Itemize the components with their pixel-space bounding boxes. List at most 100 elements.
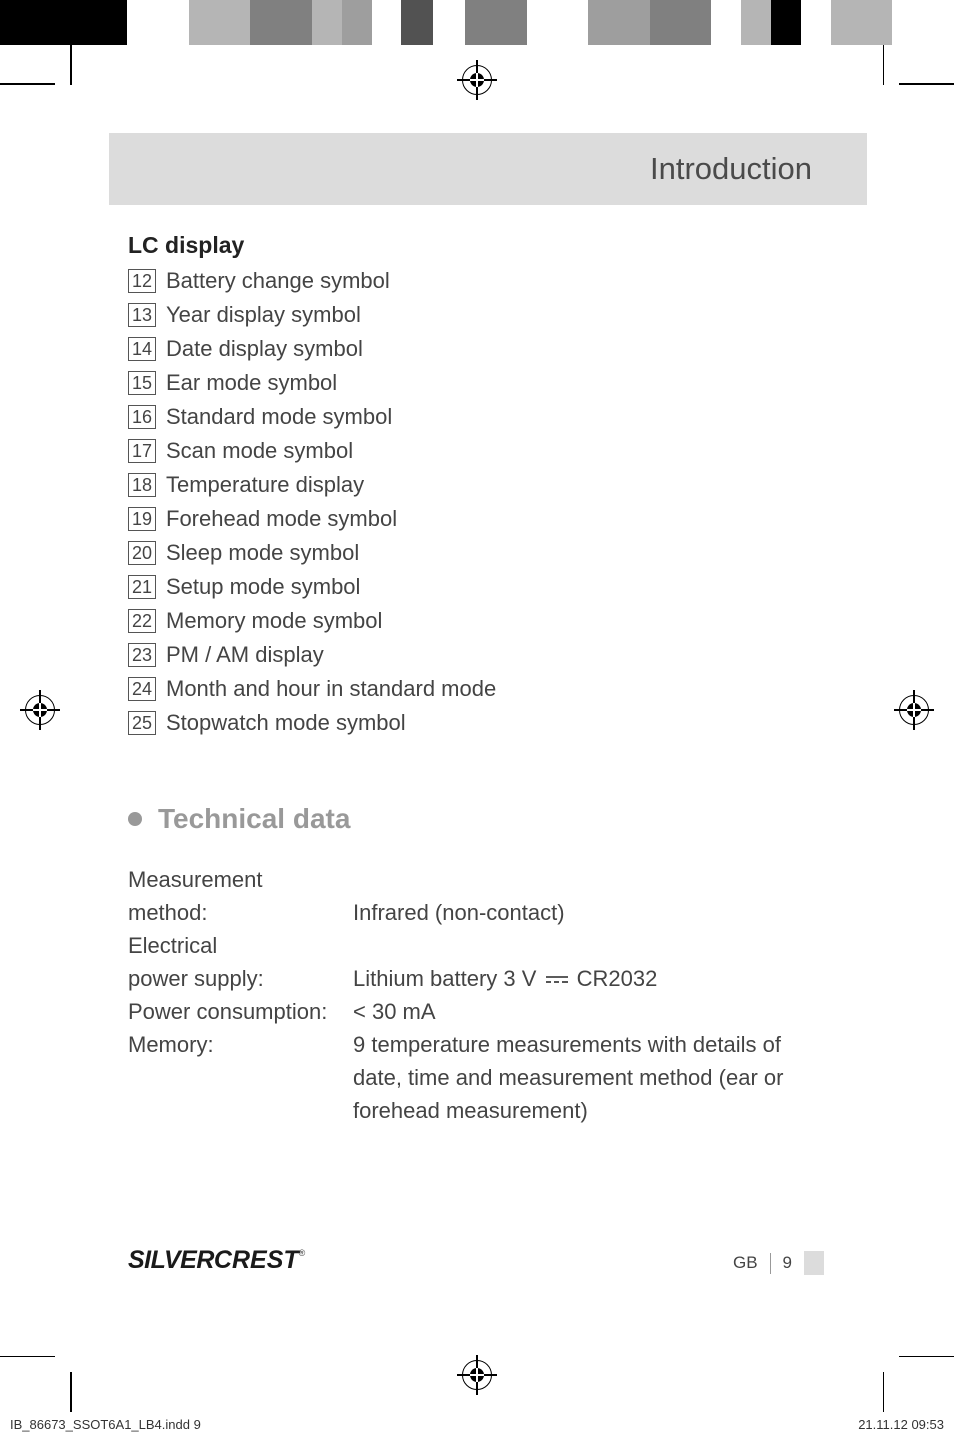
item-text: Sleep mode symbol (166, 540, 359, 566)
tech-value: < 30 mA (353, 995, 828, 1028)
page-title: Introduction (650, 151, 812, 187)
color-segment (372, 0, 402, 45)
tech-value (353, 929, 828, 962)
item-text: Stopwatch mode symbol (166, 710, 406, 736)
color-segment (0, 0, 64, 45)
color-segment (588, 0, 650, 45)
logo-part1: SILVER (128, 1246, 214, 1274)
lc-display-list: 12 Battery change symbol 13 Year display sy… (128, 265, 828, 739)
tech-row: method: Infrared (non-contact) (128, 896, 828, 929)
tech-row: Electrical (128, 929, 828, 962)
tech-label: Electrical (128, 929, 353, 962)
content-area: LC display 12 Battery change symbol 13 Year… (128, 232, 828, 1127)
color-segment (401, 0, 433, 45)
tech-value: Infrared (non-contact) (353, 896, 828, 929)
crop-mark (0, 1356, 55, 1358)
crop-mark (70, 45, 72, 85)
crop-mark (899, 83, 954, 85)
header-band: Introduction (109, 133, 867, 205)
registration-mark-icon (457, 60, 497, 100)
tech-value: 9 temperature measurements with details … (353, 1028, 828, 1127)
registration-mark-icon (894, 690, 934, 730)
tech-value: Lithium battery 3 V CR2032 (353, 962, 828, 995)
tech-label: Measurement (128, 863, 353, 896)
registration-mark-icon (20, 690, 60, 730)
list-item: 20 Sleep mode symbol (128, 537, 828, 569)
page-marker (804, 1251, 824, 1275)
item-text: Month and hour in standard mode (166, 676, 496, 702)
technical-data-heading: Technical data (128, 803, 828, 835)
tech-row: Power consumption: < 30 mA (128, 995, 828, 1028)
item-number: 17 (128, 439, 156, 463)
crop-mark (883, 45, 885, 85)
list-item: 13 Year display symbol (128, 299, 828, 331)
color-segment (127, 0, 189, 45)
item-text: Temperature display (166, 472, 364, 498)
list-item: 24 Month and hour in standard mode (128, 673, 828, 705)
color-segment (312, 0, 342, 45)
color-segment (741, 0, 771, 45)
color-segment (64, 0, 128, 45)
lc-display-heading: LC display (128, 232, 828, 259)
item-text: Year display symbol (166, 302, 361, 328)
list-item: 19Forehead mode symbol (128, 503, 828, 535)
item-text: PM / AM display (166, 642, 324, 668)
color-segment (650, 0, 712, 45)
list-item: 18 Temperature display (128, 469, 828, 501)
item-number: 18 (128, 473, 156, 497)
color-segment (711, 0, 741, 45)
item-text: Scan mode symbol (166, 438, 353, 464)
page-language: GB (733, 1253, 758, 1273)
tech-row: Measurement (128, 863, 828, 896)
color-segment (771, 0, 801, 45)
silvercrest-logo: SILVERCREST® (128, 1246, 305, 1275)
color-segment (527, 0, 589, 45)
color-segment (250, 0, 312, 45)
registration-mark-icon (457, 1355, 497, 1395)
list-item: 16Standard mode symbol (128, 401, 828, 433)
tech-label: Power consumption: (128, 995, 353, 1028)
item-text: Date display symbol (166, 336, 363, 362)
color-segment (465, 0, 527, 45)
item-number: 22 (128, 609, 156, 633)
tech-label: power supply: (128, 962, 353, 995)
item-number: 12 (128, 269, 156, 293)
tech-row: power supply: Lithium battery 3 V CR2032 (128, 962, 828, 995)
item-number: 13 (128, 303, 156, 327)
technical-data-title: Technical data (158, 803, 350, 835)
list-item: 14 Date display symbol (128, 333, 828, 365)
item-text: Ear mode symbol (166, 370, 337, 396)
item-number: 16 (128, 405, 156, 429)
list-item: 25Stopwatch mode symbol (128, 707, 828, 739)
color-segment (831, 0, 893, 45)
top-color-bar (0, 0, 954, 45)
color-segment (892, 0, 954, 45)
color-segment (801, 0, 831, 45)
color-segment (342, 0, 372, 45)
list-item: 12 Battery change symbol (128, 265, 828, 297)
page-number: 9 (783, 1253, 792, 1273)
crop-mark (70, 1372, 72, 1412)
footer-filename: IB_86673_SSOT6A1_LB4.indd 9 (10, 1417, 201, 1432)
item-text: Battery change symbol (166, 268, 390, 294)
list-item: 21Setup mode symbol (128, 571, 828, 603)
tech-label: method: (128, 896, 353, 929)
logo-registered: ® (299, 1248, 306, 1258)
item-number: 20 (128, 541, 156, 565)
item-number: 24 (128, 677, 156, 701)
page-footer: GB 9 (733, 1251, 824, 1275)
technical-data-table: Measurement method: Infrared (non-contac… (128, 863, 828, 1127)
tech-row: Memory: 9 temperature measurements with … (128, 1028, 828, 1127)
crop-mark (899, 1356, 954, 1358)
list-item: 17 Scan mode symbol (128, 435, 828, 467)
logo-part2: CREST (214, 1246, 299, 1274)
tech-value (353, 863, 828, 896)
item-text: Memory mode symbol (166, 608, 382, 634)
color-segment (433, 0, 465, 45)
item-text: Setup mode symbol (166, 574, 360, 600)
item-number: 14 (128, 337, 156, 361)
color-segment (189, 0, 251, 45)
list-item: 15Ear mode symbol (128, 367, 828, 399)
bullet-icon (128, 812, 142, 826)
item-text: Forehead mode symbol (166, 506, 397, 532)
